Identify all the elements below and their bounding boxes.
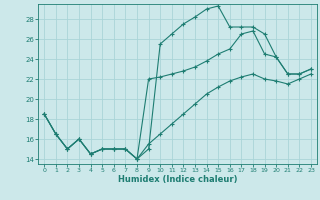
X-axis label: Humidex (Indice chaleur): Humidex (Indice chaleur) bbox=[118, 175, 237, 184]
